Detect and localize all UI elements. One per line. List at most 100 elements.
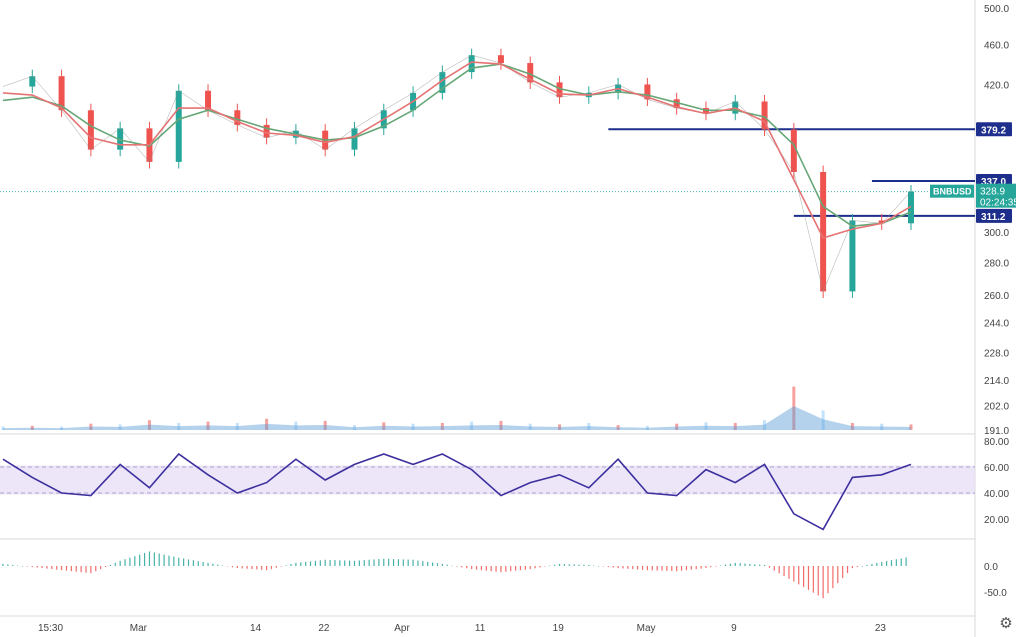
macd-bar xyxy=(851,566,854,569)
macd-bar xyxy=(407,559,409,566)
macd-bar xyxy=(46,566,48,569)
macd-bar xyxy=(500,566,502,573)
macd-bar xyxy=(197,561,199,566)
macd-bar xyxy=(744,563,746,566)
macd-bar xyxy=(817,566,819,596)
macd-bar xyxy=(495,566,497,572)
level-label-box xyxy=(976,122,1012,137)
candle-body xyxy=(849,220,856,292)
macd-bar xyxy=(471,566,473,570)
time-axis-tick: Mar xyxy=(130,623,148,634)
time-axis-tick: 22 xyxy=(318,623,330,634)
macd-bar xyxy=(427,561,429,566)
macd-bar xyxy=(212,563,214,566)
level-label: 337.0 xyxy=(981,177,1006,188)
macd-bar xyxy=(280,566,282,567)
macd-bar xyxy=(466,566,468,569)
macd-bar xyxy=(783,566,785,577)
macd-bar xyxy=(31,566,33,568)
volume-bar xyxy=(440,423,444,430)
macd-bar xyxy=(236,566,238,569)
macd-bar xyxy=(397,559,400,566)
macd-bar xyxy=(231,566,234,568)
volume-bar xyxy=(206,421,210,430)
macd-bar xyxy=(876,562,878,566)
macd-bar xyxy=(436,563,439,566)
candle-body xyxy=(556,82,563,98)
time-axis: 15:30 Mar 14 22 Apr 11 19 May 9 23 xyxy=(38,623,886,634)
macd-bar xyxy=(70,566,72,572)
volume-bar xyxy=(177,423,181,430)
macd-bar xyxy=(773,566,775,571)
candle-body xyxy=(761,101,768,130)
volume-bar xyxy=(352,425,356,430)
macd-bar xyxy=(842,566,844,579)
volume-bar xyxy=(587,423,591,430)
volume-bar xyxy=(528,423,532,430)
volume-bar xyxy=(850,423,854,430)
price-axis-tick: 191.0 xyxy=(984,426,1009,437)
volume-bar xyxy=(89,423,93,430)
macd-bar xyxy=(314,560,317,566)
volume-bar xyxy=(294,421,298,430)
moving-averages xyxy=(2,61,912,239)
macd-bar xyxy=(578,564,580,566)
macd-bar xyxy=(666,566,668,571)
macd-bar xyxy=(871,563,873,566)
volume-bar xyxy=(880,423,884,430)
macd-bar xyxy=(637,566,639,570)
macd-bar xyxy=(358,560,360,566)
level-label: 311.2 xyxy=(981,212,1006,223)
macd-bar xyxy=(778,566,780,574)
macd-bar xyxy=(661,566,663,571)
time-axis-tick: Apr xyxy=(394,623,410,634)
macd-bar xyxy=(734,562,736,566)
macd-bar xyxy=(85,566,87,573)
macd-bar xyxy=(524,566,526,570)
macd-bar xyxy=(51,566,53,570)
macd-bar xyxy=(319,560,321,566)
macd-bar xyxy=(17,565,19,566)
candle-body xyxy=(87,110,94,150)
macd-bar xyxy=(475,566,478,570)
macd-bar xyxy=(139,554,141,566)
macd-bar xyxy=(373,559,375,566)
macd-bar xyxy=(26,566,29,567)
macd-bar xyxy=(822,566,824,599)
macd-bar xyxy=(36,566,38,568)
macd-bar xyxy=(861,566,863,567)
candle-body xyxy=(205,90,212,111)
macd-bar xyxy=(378,559,380,566)
macd-bar xyxy=(812,566,814,593)
macd-bar xyxy=(739,563,741,566)
macd-bar xyxy=(344,560,346,566)
volume-bar xyxy=(675,423,679,430)
macd-bar xyxy=(715,566,717,567)
macd-bar xyxy=(56,566,58,570)
macd-bar xyxy=(246,566,248,569)
macd-bar xyxy=(119,560,121,566)
level-label-box xyxy=(976,208,1012,223)
macd-bar xyxy=(885,560,888,566)
macd-bar xyxy=(720,565,722,566)
macd-bar xyxy=(402,559,404,566)
macd-bar xyxy=(651,566,653,571)
gear-icon[interactable]: ⚙ xyxy=(999,614,1013,632)
macd-bar xyxy=(856,566,858,568)
macd-bar xyxy=(573,564,575,566)
time-axis-tick: 19 xyxy=(553,623,565,634)
macd-bar xyxy=(305,561,307,566)
rsi-axis-tick: 60.00 xyxy=(984,463,1009,474)
candle-body xyxy=(790,129,797,172)
macd-bar xyxy=(178,557,180,566)
macd-bar xyxy=(490,566,492,572)
volume-bar xyxy=(733,423,737,430)
volume-bar xyxy=(616,425,620,430)
level-labels: 379.2 337.0 311.2 BNBUSD 328.902:24:35 xyxy=(930,122,1019,223)
volume-bar xyxy=(411,423,415,430)
macd-bar xyxy=(290,564,292,566)
macd-bar xyxy=(109,564,111,566)
macd-bar xyxy=(226,566,229,567)
rsi-band xyxy=(0,465,975,495)
